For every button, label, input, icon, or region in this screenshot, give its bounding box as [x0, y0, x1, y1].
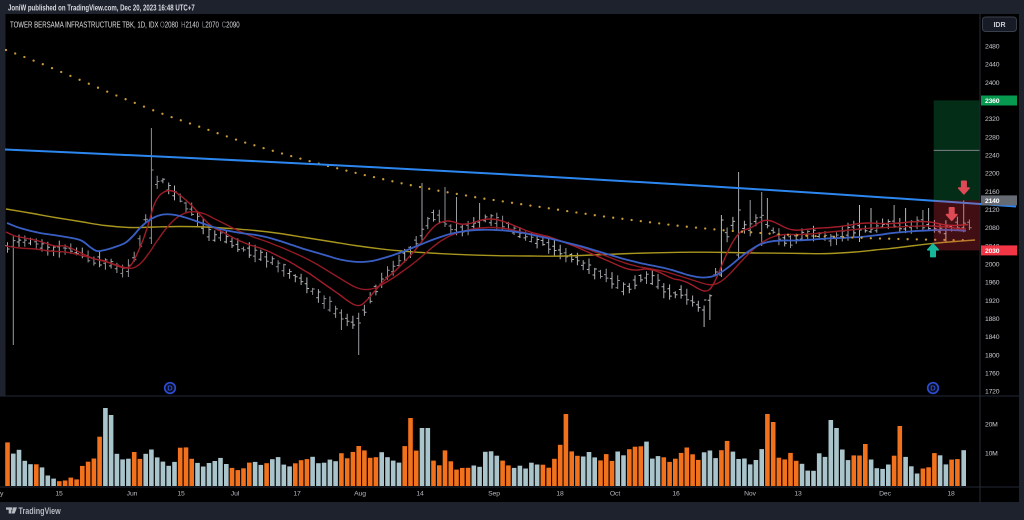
- svg-text:1880: 1880: [985, 316, 1000, 323]
- svg-text:Oct: Oct: [610, 491, 620, 498]
- svg-text:2200: 2200: [985, 171, 1000, 178]
- svg-text:1960: 1960: [985, 280, 1000, 287]
- svg-text:2000: 2000: [985, 262, 1000, 269]
- svg-text:15: 15: [177, 491, 185, 498]
- svg-text:2120: 2120: [985, 207, 1000, 214]
- svg-text:1720: 1720: [985, 389, 1000, 396]
- svg-text:D: D: [167, 384, 173, 393]
- svg-text:2140: 2140: [985, 198, 1000, 205]
- svg-text:2440: 2440: [985, 62, 1000, 69]
- svg-text:2160: 2160: [985, 189, 1000, 196]
- svg-text:D: D: [930, 384, 936, 393]
- svg-text:2480: 2480: [985, 44, 1000, 51]
- svg-text:2360: 2360: [985, 98, 1000, 105]
- svg-text:JoniW published on TradingView: JoniW published on TradingView.com, Dec …: [8, 2, 195, 12]
- svg-text:17: 17: [293, 491, 301, 498]
- svg-text:Dec: Dec: [879, 491, 891, 498]
- svg-text:Sep: Sep: [488, 491, 500, 498]
- svg-text:18: 18: [947, 491, 955, 498]
- svg-text:TradingView: TradingView: [18, 506, 61, 516]
- svg-text:20M: 20M: [985, 422, 998, 429]
- svg-text:2320: 2320: [985, 116, 1000, 123]
- svg-text:2030: 2030: [985, 248, 1000, 255]
- svg-text:Jun: Jun: [127, 491, 138, 498]
- svg-text:16: 16: [672, 491, 680, 498]
- svg-text:y: y: [0, 491, 4, 498]
- svg-text:2280: 2280: [985, 134, 1000, 141]
- svg-text:1760: 1760: [985, 371, 1000, 378]
- svg-text:Nov: Nov: [744, 491, 756, 498]
- svg-text:Aug: Aug: [354, 491, 366, 498]
- svg-text:2400: 2400: [985, 80, 1000, 87]
- svg-text:14: 14: [416, 491, 424, 498]
- svg-text:1840: 1840: [985, 334, 1000, 341]
- svg-text:IDR: IDR: [993, 22, 1005, 29]
- svg-text:2240: 2240: [985, 153, 1000, 160]
- svg-text:18: 18: [556, 491, 564, 498]
- svg-text:2080: 2080: [985, 225, 1000, 232]
- svg-text:13: 13: [794, 491, 802, 498]
- svg-text:Jul: Jul: [231, 491, 240, 498]
- svg-text:15: 15: [55, 491, 63, 498]
- svg-text:1800: 1800: [985, 352, 1000, 359]
- svg-text:10M: 10M: [985, 451, 998, 458]
- svg-text:1920: 1920: [985, 298, 1000, 305]
- svg-text:TOWER BERSAMA INFRASTRUCTURE T: TOWER BERSAMA INFRASTRUCTURE TBK, 1D, ID…: [10, 19, 159, 29]
